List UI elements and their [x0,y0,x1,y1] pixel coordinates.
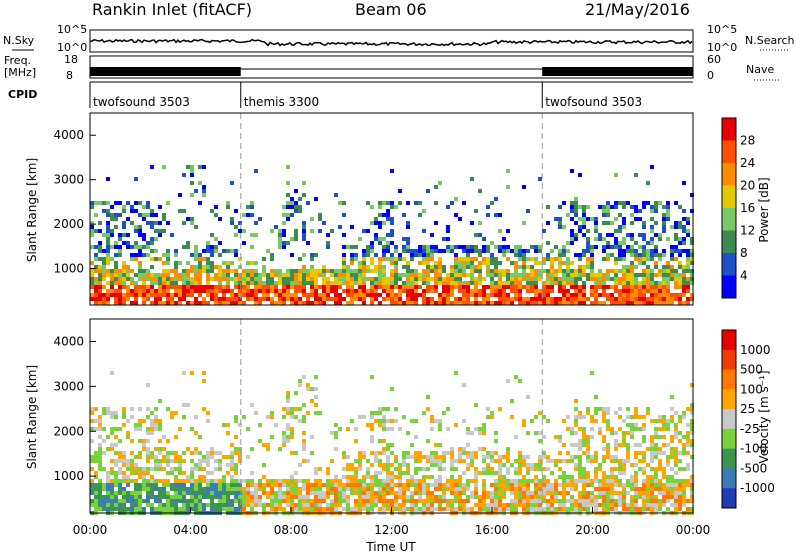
colorbar-tick-3: 16 [740,201,755,215]
ytick-label-2: 2000 [53,217,84,231]
xtick-label-5: 20:00 [575,523,610,537]
nave-label: Nave [746,63,774,76]
beam-title: Beam 06 [355,0,427,19]
cpid-label: CPID [8,88,37,101]
ytick-label-0: 4000 [53,128,84,142]
power-ylabel: Slant Range [km] [25,158,39,262]
ytick-label-1: 3000 [53,379,84,393]
freq-tick-bottom: 8 [66,69,73,82]
colorbar-frame [721,329,737,509]
colorbar-swatch-6 [722,448,736,469]
freq-blocks [90,67,693,76]
cpid-segment-label-1: themis 3300 [244,95,319,109]
station-title: Rankin Inlet (fitACF) [92,0,252,19]
colorbar-swatch-6 [722,253,736,276]
nsearch-tick-top: 10^5 [707,23,737,36]
xtick-label-3: 12:00 [374,523,409,537]
colorbar-swatch-1 [722,140,736,164]
power-colorbar-label: Power [dB] [757,177,771,242]
freq-band-0 [90,67,241,76]
colorbar-tick-1: 24 [740,156,755,170]
colorbar-swatch-0 [722,330,736,351]
power-frame [89,112,694,306]
nsearch-tick-bottom: 10^0 [707,41,737,54]
velocity-colorbar: 1000 500 100 25 -25 -100 -500 -1000 [721,329,775,509]
cpid-segments: twofsound 3503 themis 3300 twofsound 3503 [89,82,642,109]
velocity-heatmap [90,371,694,515]
colorbar-tick-4: -25 [740,422,760,436]
nave-tick-bottom: 0 [707,69,714,82]
nsky-tick-bottom: 10^0 [57,41,87,54]
cpid-segment-label-2: twofsound 3503 [545,95,642,109]
velocity-panel: 4000 3000 2000 1000 Slant Range [km] 1000 50… [25,318,775,515]
power-colorbar: 28 24 20 16 12 8 4 [721,117,755,299]
nsearch-label: N.Search [745,34,795,47]
nave-tick-top: 60 [707,53,721,66]
colorbar-tick-7: -1000 [740,481,775,495]
xtick-label-0: 00:00 [73,523,108,537]
colorbar-tick-6: 4 [740,269,748,283]
colorbar-tick-2: 20 [740,179,755,193]
nsky-label: N.Sky [3,34,35,47]
colorbar-tick-6: -500 [740,461,767,475]
colorbar-swatch-2 [722,369,736,390]
freq-band-2 [542,67,693,76]
xtick-label-2: 08:00 [274,523,309,537]
freq-tick-top: 18 [64,53,78,66]
date-title: 21/May/2016 [585,0,690,19]
nsky-trace [89,38,693,47]
ytick-label-0: 4000 [53,334,84,348]
ytick-label-3: 1000 [53,262,84,276]
xtick-label-4: 16:00 [475,523,510,537]
colorbar-swatch-0 [722,118,736,141]
xtick-label-1: 04:00 [173,523,208,537]
colorbar-tick-0: 1000 [740,343,771,357]
colorbar-tick-0: 28 [740,134,755,148]
x-axis-label: Time UT [365,540,416,554]
colorbar-swatch-1 [722,349,736,371]
colorbar-tick-1: 500 [740,363,763,377]
colorbar-swatch-5 [722,230,736,254]
colorbar-tick-5: 8 [740,246,748,260]
power-yticks: 4000 3000 2000 1000 [53,128,96,276]
colorbar-frame [721,117,737,299]
colorbar-tick-5: -100 [740,442,767,456]
colorbar-swatch-7 [722,275,736,299]
velocity-ylabel: Slant Range [km] [25,365,39,469]
ytick-label-1: 3000 [53,173,84,187]
ytick-label-3: 1000 [53,469,84,483]
colorbar-tick-4: 12 [740,224,755,238]
freq-label: Freq. [4,54,31,67]
xtick-label-6: 00:00 [676,523,711,537]
velocity-yticks: 4000 3000 2000 1000 [53,334,96,483]
nsky-panel-frame [89,29,694,53]
power-heatmap [90,165,694,305]
colorbar-tick-2: 100 [740,382,763,396]
colorbar-swatch-5 [722,428,736,450]
colorbar-swatch-4 [722,409,736,430]
ytick-label-2: 2000 [53,424,84,438]
colorbar-swatch-7 [722,468,736,489]
cpid-segment-label-0: twofsound 3503 [93,95,190,109]
power-panel: 4000 3000 2000 1000 Slant Range [km] 28 24 20… [25,112,771,306]
velocity-colorbar-label: Velocity [m s⁻¹] [757,370,771,463]
colorbar-swatch-4 [722,208,736,231]
nsky-tick-top: 10^5 [57,23,87,36]
colorbar-swatch-2 [722,163,736,186]
colorbar-tick-3: 25 [740,402,755,416]
colorbar-swatch-3 [722,185,736,209]
colorbar-swatch-8 [722,488,736,509]
x-axis-ticks: 00:00 04:00 08:00 12:00 16:00 20:00 00:00 [73,507,711,537]
colorbar-swatch-3 [722,389,736,410]
freq-unit-label: [MHz] [4,66,36,79]
